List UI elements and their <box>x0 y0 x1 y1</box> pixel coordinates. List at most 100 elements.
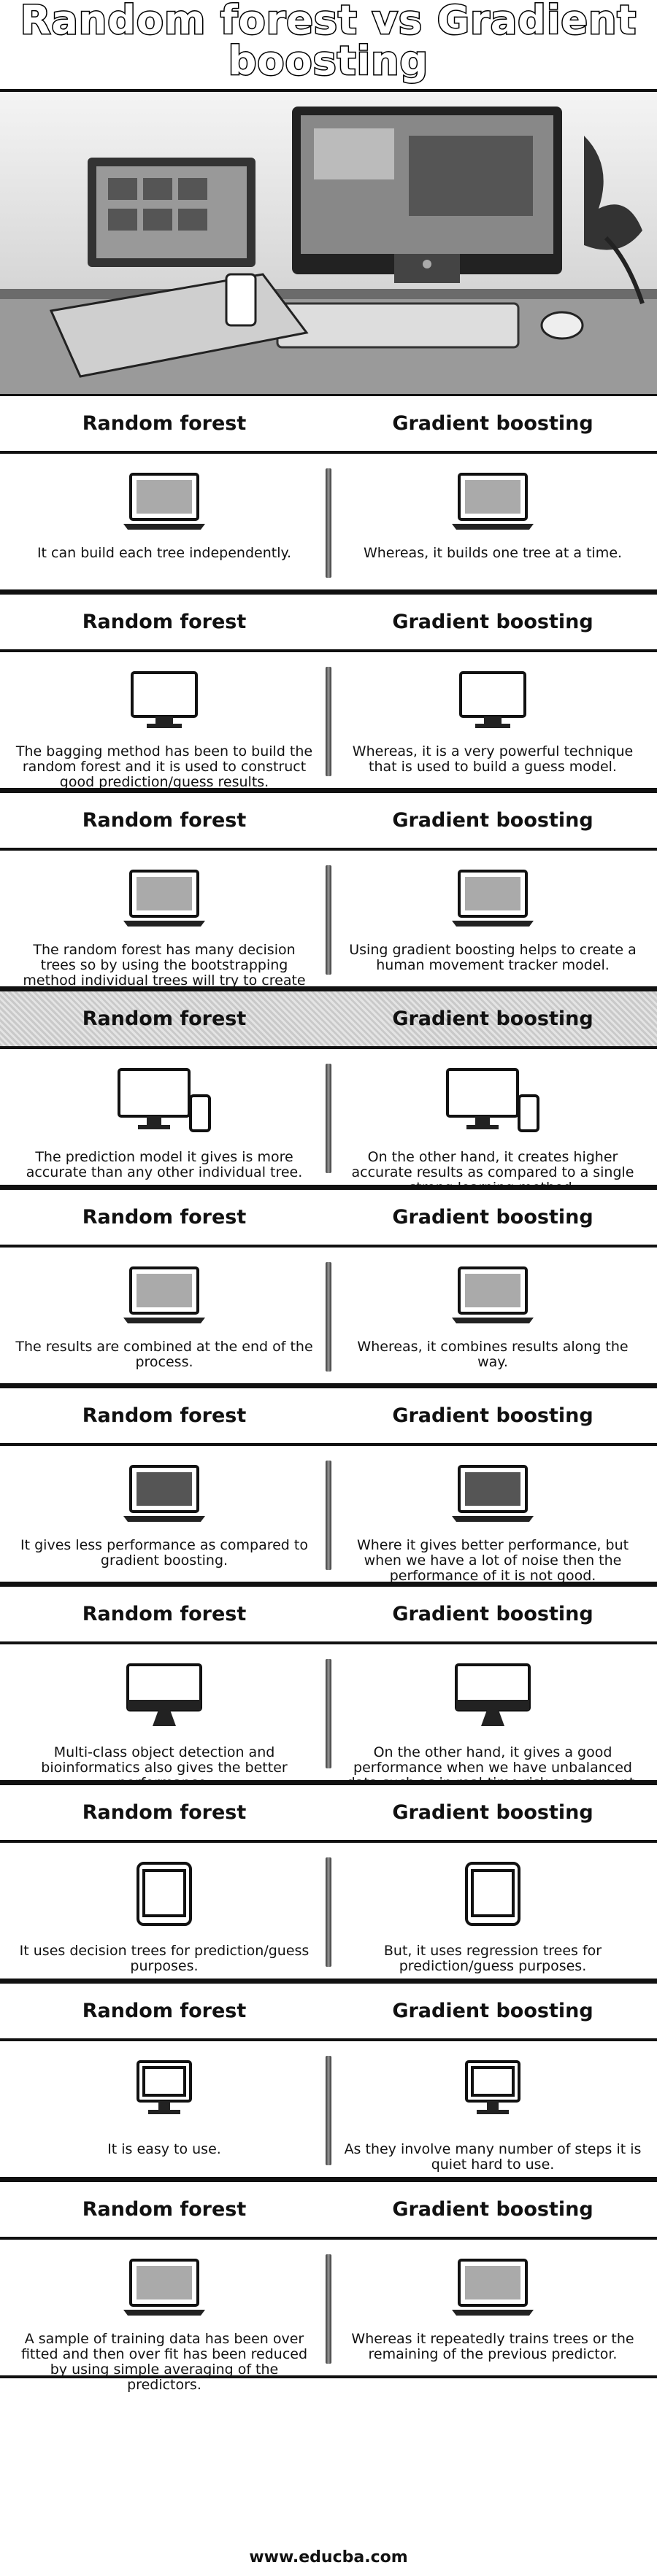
column-divider <box>326 1461 331 1570</box>
gradient-boosting-text: Whereas, it builds one tree at a time. <box>363 545 623 561</box>
comparison-row: It gives less performance as compared to… <box>0 1446 657 1585</box>
random-forest-cell: It gives less performance as compared to… <box>0 1446 328 1582</box>
header-random-forest: Random forest <box>82 2000 247 2022</box>
header-gradient-boosting: Gradient boosting <box>392 1206 593 1229</box>
comparison-row: Multi-class object detection and bioinfo… <box>0 1644 657 1791</box>
header-gradient-boosting: Gradient boosting <box>392 1801 593 1824</box>
random-forest-cell: It is easy to use. <box>0 2041 328 2177</box>
row-header: Random forest Gradient boosting <box>0 1783 657 1843</box>
header-random-forest: Random forest <box>82 1007 247 1030</box>
gradient-boosting-cell: Whereas it repeatedly trains trees or th… <box>328 2240 657 2375</box>
column-divider <box>326 468 331 578</box>
monitor-outline-icon <box>120 670 208 734</box>
laptop-icon <box>120 868 208 932</box>
random-forest-cell: The random forest has many decision tree… <box>0 851 328 1004</box>
row-header: Random forest Gradient boosting <box>0 989 657 1049</box>
random-forest-text: The results are combined at the end of t… <box>15 1339 313 1370</box>
header-gradient-boosting: Gradient boosting <box>392 1404 593 1427</box>
random-forest-cell: It uses decision trees for prediction/gu… <box>0 1843 328 1979</box>
header-gradient-boosting: Gradient boosting <box>392 2000 593 2022</box>
column-divider <box>326 865 331 975</box>
row-header: Random forest Gradient boosting <box>0 1386 657 1446</box>
footer-url: www.educba.com <box>249 2548 408 2567</box>
laptop-dark-icon <box>120 1463 208 1528</box>
tablet-icon <box>449 1860 537 1933</box>
column-divider <box>326 667 331 776</box>
desktop-outline-icon <box>449 2059 537 2132</box>
laptop-icon <box>120 2257 208 2321</box>
imac-icon <box>449 1662 537 1735</box>
random-forest-cell: A sample of training data has been over … <box>0 2240 328 2393</box>
desktop-outline-icon <box>120 2059 208 2132</box>
title-line-2: boosting <box>227 38 429 84</box>
gradient-boosting-text: Using gradient boosting helps to create … <box>349 942 637 973</box>
header-random-forest: Random forest <box>82 1206 247 1229</box>
laptop-icon <box>120 1265 208 1329</box>
header-gradient-boosting: Gradient boosting <box>392 611 593 633</box>
hero-image <box>0 89 657 400</box>
header-gradient-boosting: Gradient boosting <box>392 1603 593 1625</box>
comparison-row: The bagging method has been to build the… <box>0 652 657 791</box>
row-header: Random forest Gradient boosting <box>0 592 657 652</box>
comparison-row: The random forest has many decision tree… <box>0 851 657 1004</box>
comparison-row: A sample of training data has been over … <box>0 2240 657 2393</box>
column-divider <box>326 2056 331 2165</box>
column-divider <box>326 2254 331 2364</box>
gradient-boosting-text: But, it uses regression trees for predic… <box>383 1943 602 1974</box>
laptop-icon <box>449 2257 537 2321</box>
laptop-icon <box>449 471 537 535</box>
gradient-boosting-cell: Whereas, it builds one tree at a time. <box>328 454 657 589</box>
comparison-row: It uses decision trees for prediction/gu… <box>0 1843 657 1981</box>
comparison-row: The results are combined at the end of t… <box>0 1248 657 1386</box>
gradient-boosting-cell: On the other hand, it creates higher acc… <box>328 1049 657 1196</box>
gradient-boosting-cell: On the other hand, it gives a good perfo… <box>328 1644 657 1791</box>
column-divider <box>326 1659 331 1768</box>
random-forest-text: It uses decision trees for prediction/gu… <box>19 1943 310 1974</box>
random-forest-cell: The results are combined at the end of t… <box>0 1248 328 1383</box>
row-header: Random forest Gradient boosting <box>0 1981 657 2041</box>
random-forest-cell: It can build each tree independently. <box>0 454 328 589</box>
random-forest-cell: The prediction model it gives is more ac… <box>0 1049 328 1185</box>
header-random-forest: Random forest <box>82 1404 247 1427</box>
header-random-forest: Random forest <box>82 809 247 832</box>
random-forest-text: It is easy to use. <box>107 2141 221 2157</box>
title-line-1: Random forest vs Gradient <box>19 0 637 43</box>
gradient-boosting-text: Whereas, it is a very powerful technique… <box>352 743 634 775</box>
random-forest-text: A sample of training data has been over … <box>20 2331 308 2393</box>
laptop-icon <box>120 471 208 535</box>
random-forest-text: It gives less performance as compared to… <box>20 1537 308 1569</box>
random-forest-cell: The bagging method has been to build the… <box>0 652 328 790</box>
page-title: Random forest vs Gradient boosting <box>0 0 657 88</box>
header-gradient-boosting: Gradient boosting <box>392 1007 593 1030</box>
monitor-outline-icon <box>449 670 537 734</box>
comparison-row: It can build each tree independently. Whe… <box>0 454 657 592</box>
gradient-boosting-text: Whereas, it combines results along the w… <box>357 1339 629 1370</box>
column-divider <box>326 1857 331 1967</box>
laptop-icon <box>449 868 537 932</box>
gradient-boosting-text: Whereas it repeatedly trains trees or th… <box>351 2331 634 2362</box>
gradient-boosting-cell: As they involve many number of steps it … <box>328 2041 657 2177</box>
comparison-row: It is easy to use. As they involve many n… <box>0 2041 657 2180</box>
comparison-row: The prediction model it gives is more ac… <box>0 1049 657 1196</box>
header-random-forest: Random forest <box>82 1801 247 1824</box>
gradient-boosting-text: As they involve many number of steps it … <box>344 2141 642 2173</box>
header-random-forest: Random forest <box>82 412 247 435</box>
row-header: Random forest Gradient boosting <box>0 791 657 851</box>
laptop-icon <box>449 1265 537 1329</box>
desktop-phone-icon <box>442 1067 544 1140</box>
header-gradient-boosting: Gradient boosting <box>392 809 593 832</box>
random-forest-text: It can build each tree independently. <box>36 545 292 561</box>
column-divider <box>326 1262 331 1372</box>
gradient-boosting-cell: Whereas, it is a very powerful technique… <box>328 652 657 788</box>
row-header: Random forest Gradient boosting <box>0 394 657 454</box>
random-forest-cell: Multi-class object detection and bioinfo… <box>0 1644 328 1791</box>
header-random-forest: Random forest <box>82 2198 247 2221</box>
random-forest-text: The bagging method has been to build the… <box>15 743 313 790</box>
row-header: Random forest Gradient boosting <box>0 1188 657 1248</box>
header-random-forest: Random forest <box>82 611 247 633</box>
tablet-icon <box>120 1860 208 1933</box>
gradient-boosting-cell: Using gradient boosting helps to create … <box>328 851 657 986</box>
row-header: Random forest Gradient boosting <box>0 1585 657 1644</box>
header-gradient-boosting: Gradient boosting <box>392 412 593 435</box>
laptop-dark-icon <box>449 1463 537 1528</box>
